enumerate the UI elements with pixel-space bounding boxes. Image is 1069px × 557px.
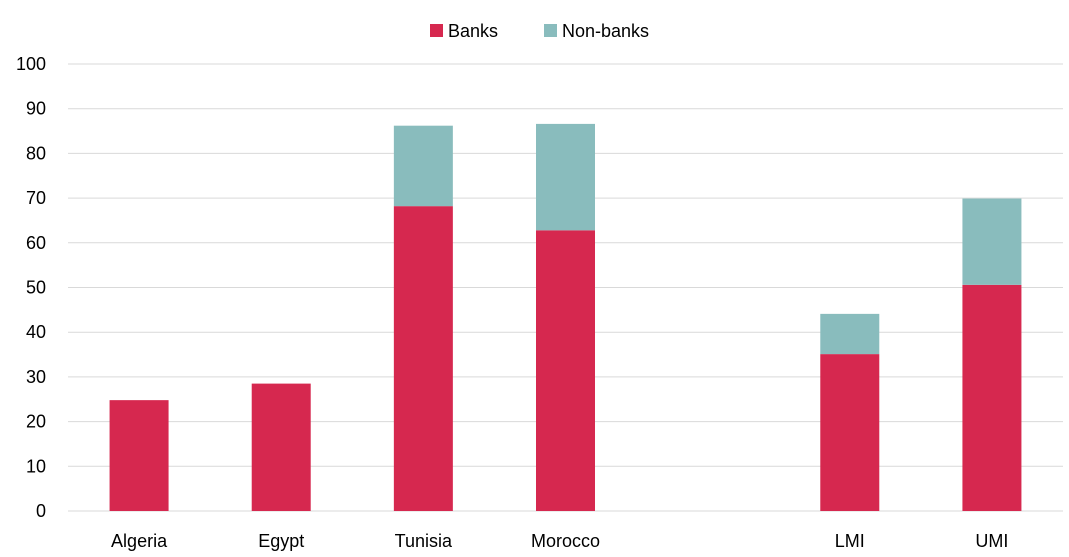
bar-non-banks <box>962 198 1022 285</box>
bar-non-banks <box>820 313 880 355</box>
x-tick-label: Egypt <box>258 531 304 551</box>
y-tick-label: 100 <box>16 54 46 74</box>
bars <box>109 123 1022 511</box>
bar-banks <box>393 206 453 511</box>
bar-banks <box>109 400 169 511</box>
x-axis-ticks: Algeria Egypt Tunisia Morocco LMI UMI <box>111 531 1008 551</box>
y-tick-label: 90 <box>26 99 46 119</box>
bar-non-banks <box>393 125 453 207</box>
legend-swatch <box>544 24 557 37</box>
x-tick-label: LMI <box>835 531 865 551</box>
bar-banks <box>251 383 311 511</box>
bar-banks <box>962 284 1022 511</box>
bar-non-banks <box>536 123 595 231</box>
legend-swatch <box>430 24 443 37</box>
y-tick-label: 0 <box>36 501 46 521</box>
legend-label: Banks <box>448 21 498 41</box>
y-tick-label: 30 <box>26 367 46 387</box>
legend-label: Non-banks <box>562 21 649 41</box>
y-tick-label: 70 <box>26 188 46 208</box>
y-tick-label: 50 <box>26 278 46 298</box>
y-tick-label: 40 <box>26 322 46 342</box>
y-tick-label: 80 <box>26 143 46 163</box>
bar-banks <box>820 354 880 511</box>
y-axis-ticks: 0 10 20 30 40 50 60 70 80 90 100 <box>16 54 46 521</box>
y-tick-label: 20 <box>26 412 46 432</box>
x-tick-label: UMI <box>975 531 1008 551</box>
x-tick-label: Morocco <box>531 531 600 551</box>
bar-banks <box>536 230 595 511</box>
x-tick-label: Algeria <box>111 531 168 551</box>
y-tick-label: 10 <box>26 456 46 476</box>
x-tick-label: Tunisia <box>395 531 453 551</box>
y-tick-label: 60 <box>26 233 46 253</box>
legend: Banks Non-banks <box>430 21 649 41</box>
